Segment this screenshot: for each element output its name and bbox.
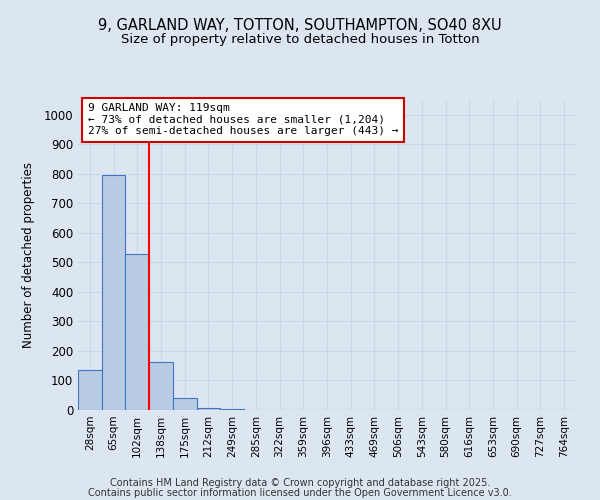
Bar — [197, 408, 220, 410]
Text: Size of property relative to detached houses in Totton: Size of property relative to detached ho… — [121, 32, 479, 46]
Y-axis label: Number of detached properties: Number of detached properties — [22, 162, 35, 348]
Bar — [78, 370, 102, 410]
Text: 9, GARLAND WAY, TOTTON, SOUTHAMPTON, SO40 8XU: 9, GARLAND WAY, TOTTON, SOUTHAMPTON, SO4… — [98, 18, 502, 32]
Text: 9 GARLAND WAY: 119sqm
← 73% of detached houses are smaller (1,204)
27% of semi-d: 9 GARLAND WAY: 119sqm ← 73% of detached … — [88, 103, 398, 136]
Bar — [125, 254, 149, 410]
Text: Contains HM Land Registry data © Crown copyright and database right 2025.: Contains HM Land Registry data © Crown c… — [110, 478, 490, 488]
Bar — [149, 362, 173, 410]
Bar — [102, 176, 125, 410]
Text: Contains public sector information licensed under the Open Government Licence v3: Contains public sector information licen… — [88, 488, 512, 498]
Bar — [173, 398, 197, 410]
